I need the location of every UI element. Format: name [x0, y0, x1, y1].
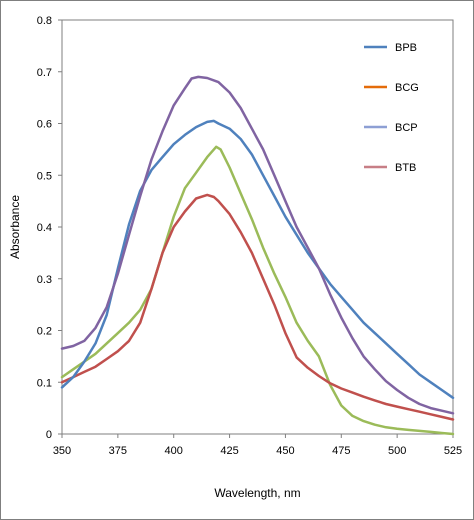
x-axis-label: Wavelength, nm [214, 486, 300, 500]
y-axis-label: Absorbance [8, 195, 22, 259]
y-tick-label: 0.6 [37, 119, 52, 131]
legend-label-bcp: BCP [395, 122, 418, 134]
legend: BPB BCG BCP BTB [364, 42, 419, 174]
x-tick-label: 375 [109, 445, 127, 457]
series-line-bpb [60, 119, 455, 400]
x-tick-label: 500 [388, 445, 406, 457]
x-tick-label: 425 [220, 445, 238, 457]
y-tick-label: 0.5 [37, 170, 52, 182]
axes: 0 0.1 0.2 0.3 0.4 0.5 0.6 0.7 0.8 350 375 400 425 450… [37, 15, 462, 457]
series-line-bcp [60, 145, 455, 436]
legend-label-bcg: BCG [395, 82, 419, 94]
x-tick-label: 475 [332, 445, 350, 457]
x-tick-label: 450 [276, 445, 294, 457]
y-tick-label: 0.7 [37, 67, 52, 79]
y-tick-label: 0.8 [37, 15, 52, 27]
series-layer [60, 75, 455, 436]
y-tick-label: 0.2 [37, 326, 52, 338]
y-tick-label: 0.4 [37, 222, 52, 234]
x-tick-label: 350 [53, 445, 71, 457]
legend-label-btb: BTB [395, 162, 416, 174]
series-line-btb [60, 75, 455, 415]
x-tick-label: 525 [444, 445, 462, 457]
y-tick-label: 0.3 [37, 274, 52, 286]
series-line-bcg [60, 193, 455, 421]
y-tick-label: 0.1 [37, 377, 52, 389]
legend-label-bpb: BPB [395, 42, 417, 54]
y-tick-label: 0 [46, 429, 52, 441]
x-tick-label: 400 [165, 445, 183, 457]
